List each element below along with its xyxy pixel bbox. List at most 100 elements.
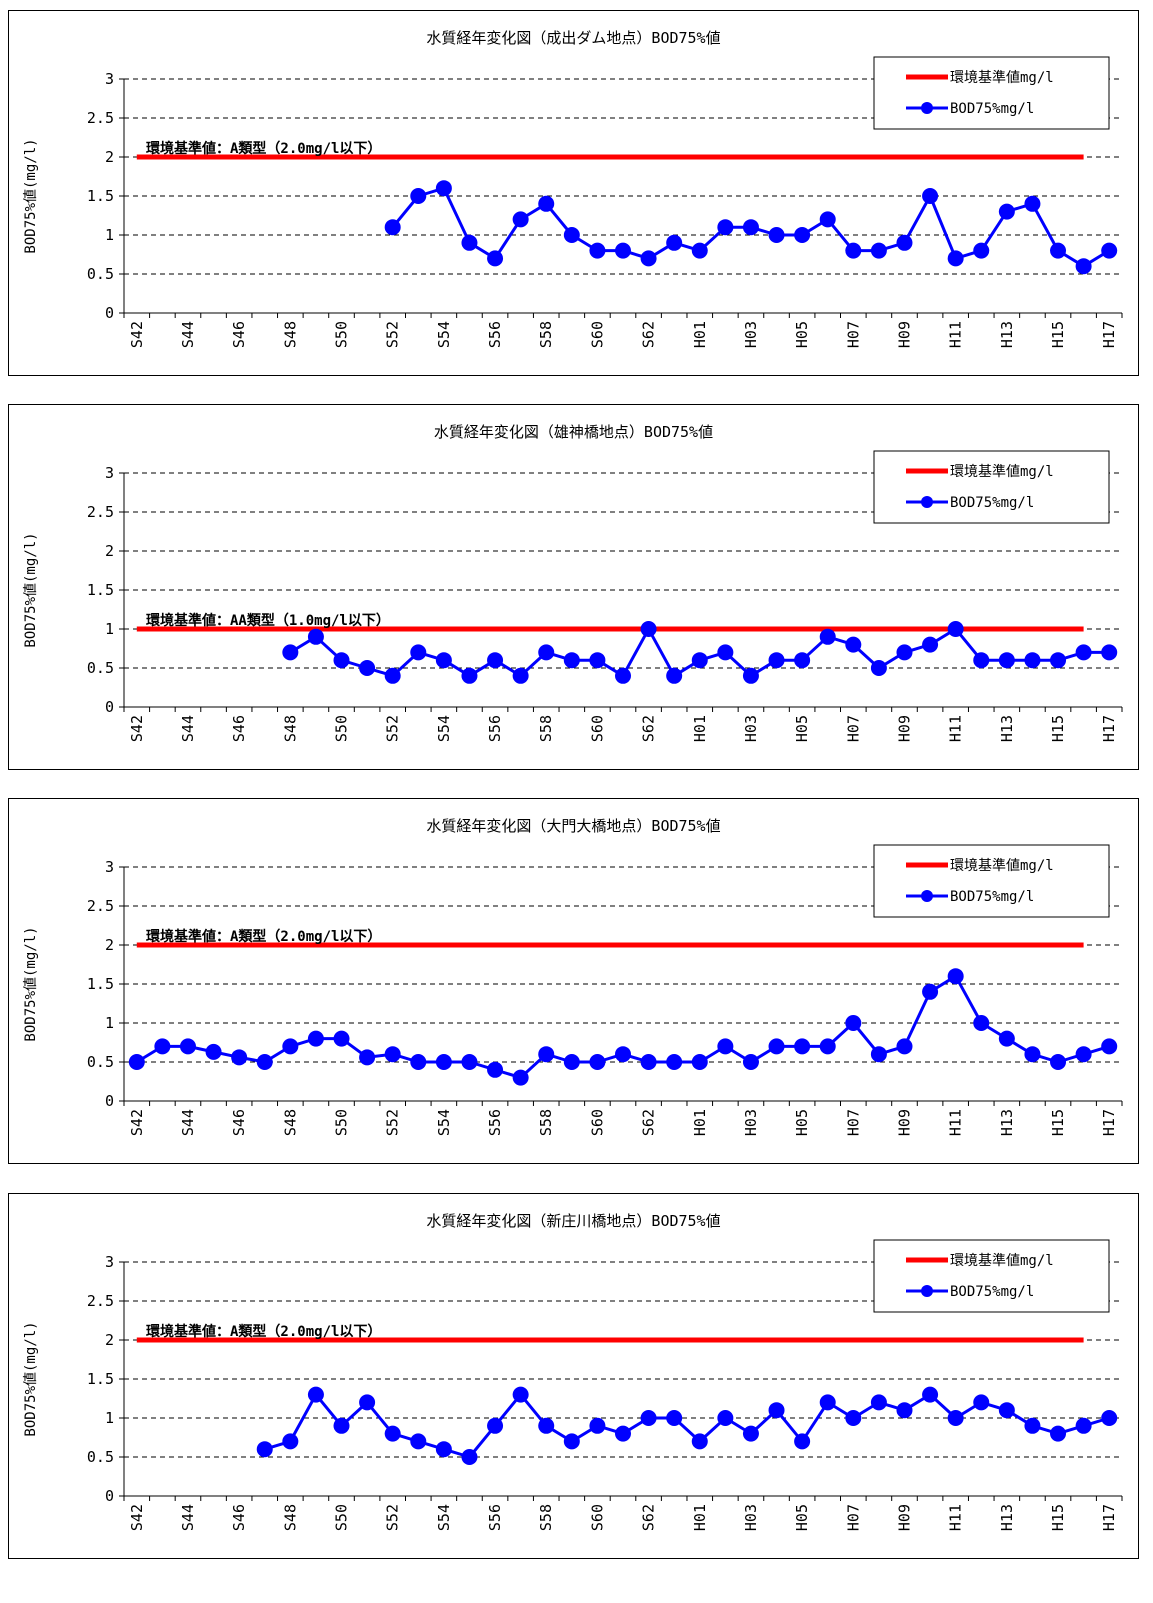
data-point — [435, 1441, 452, 1458]
data-point — [1050, 242, 1067, 259]
x-tick-label: H15 — [1049, 1504, 1067, 1531]
x-tick-label: S42 — [128, 321, 146, 348]
data-point — [359, 1049, 376, 1066]
y-tick-label: 2 — [105, 1331, 114, 1349]
x-tick-label: S46 — [230, 1109, 248, 1136]
data-point — [512, 211, 529, 228]
x-tick-label: H11 — [947, 1504, 965, 1531]
bod-series — [282, 621, 1118, 684]
y-tick-label: 2 — [105, 148, 114, 166]
data-point — [589, 1054, 606, 1070]
y-tick-label: 1 — [105, 1409, 114, 1427]
x-tick-label: S46 — [230, 715, 248, 742]
x-tick-label: H13 — [998, 715, 1016, 742]
x-tick-label: H11 — [947, 715, 965, 742]
data-point — [461, 667, 478, 684]
data-point — [307, 1030, 324, 1047]
x-tick-label: H17 — [1100, 321, 1118, 348]
data-point — [307, 1386, 324, 1403]
data-point — [1075, 1417, 1092, 1434]
data-point — [307, 628, 324, 645]
data-point — [768, 1402, 785, 1419]
y-tick-label: 0.5 — [87, 1448, 114, 1466]
data-point — [538, 195, 555, 212]
data-point — [870, 660, 887, 676]
data-point — [819, 1038, 836, 1055]
data-point — [256, 1054, 273, 1070]
x-tick-label: H09 — [895, 1504, 913, 1531]
y-tick-label: 2 — [105, 936, 114, 954]
data-point — [512, 1386, 529, 1403]
x-tick-label: S62 — [640, 715, 658, 742]
data-point — [487, 652, 504, 669]
chart-title: 水質経年変化図（新庄川橋地点）BOD75%値 — [426, 1212, 720, 1230]
data-point — [845, 1410, 862, 1426]
data-point — [845, 242, 862, 259]
data-point — [1024, 1417, 1041, 1434]
x-tick-label: H07 — [844, 321, 862, 348]
data-point — [845, 636, 862, 653]
data-point — [179, 1038, 196, 1055]
x-tick-label: H03 — [742, 1109, 760, 1136]
x-tick-label: H15 — [1049, 321, 1067, 348]
y-tick-label: 3 — [105, 70, 114, 88]
y-tick-label: 1.5 — [87, 581, 114, 599]
data-point — [563, 1054, 580, 1070]
x-tick-label: H09 — [895, 715, 913, 742]
data-point — [589, 242, 606, 259]
data-point — [1050, 1054, 1067, 1070]
y-axis-label: BOD75%値(mg/l) — [23, 926, 39, 1041]
data-point — [282, 1038, 299, 1055]
x-tick-label: S50 — [333, 715, 351, 742]
x-tick-label: H05 — [793, 321, 811, 348]
y-tick-label: 2.5 — [87, 1292, 114, 1310]
data-point — [896, 1038, 913, 1055]
y-axis-label: BOD75%値(mg/l) — [23, 1321, 39, 1436]
data-point — [1050, 652, 1067, 669]
x-tick-label: S48 — [281, 1109, 299, 1136]
x-tick-label: H17 — [1100, 1109, 1118, 1136]
y-axis-label: BOD75%値(mg/l) — [23, 138, 39, 253]
data-point — [922, 636, 939, 653]
chart-svg: 水質経年変化図（雄神橋地点）BOD75%値 0 0.5 1 1.5 2 2.5 3 S42 S44… — [23, 423, 1123, 742]
data-point — [435, 1054, 452, 1070]
data-point — [768, 652, 785, 669]
data-point — [1101, 1038, 1118, 1055]
data-point — [333, 1417, 350, 1434]
y-tick-label: 0 — [105, 698, 114, 716]
chart-title: 水質経年変化図（成出ダム地点）BOD75%値 — [426, 29, 720, 47]
bod-series — [256, 1386, 1118, 1465]
chart-title: 水質経年変化図（雄神橋地点）BOD75%値 — [434, 423, 713, 441]
data-point — [973, 242, 990, 259]
legend-label: 環境基準値mg/l — [950, 1252, 1054, 1269]
data-point — [512, 667, 529, 684]
x-tick-label: H13 — [998, 1504, 1016, 1531]
x-tick-label: S54 — [435, 1504, 453, 1531]
x-tick-label: H05 — [793, 715, 811, 742]
data-point — [256, 1441, 273, 1458]
y-tick-label: 1 — [105, 226, 114, 244]
legend-label: 環境基準値mg/l — [950, 463, 1054, 480]
data-point — [666, 1054, 683, 1070]
data-point — [794, 227, 811, 243]
x-tick-label: S62 — [640, 321, 658, 348]
data-point — [538, 1046, 555, 1063]
x-tick-label: S46 — [230, 321, 248, 348]
data-point — [282, 1433, 299, 1450]
data-point — [615, 1046, 631, 1063]
standard-annotation: 環境基準値：A類型（2.0mg/l以下） — [146, 928, 381, 945]
x-tick-label: H17 — [1100, 1504, 1118, 1531]
data-point — [487, 1061, 504, 1078]
data-point — [1101, 1410, 1118, 1426]
data-point — [563, 227, 580, 243]
y-tick-label: 1 — [105, 1014, 114, 1032]
chart-svg: 水質経年変化図（大門大橋地点）BOD75%値 0 0.5 1 1.5 2 2.5 3 S42 S4… — [23, 817, 1123, 1136]
legend-marker — [921, 890, 933, 902]
data-point — [384, 1046, 401, 1063]
data-point — [1101, 644, 1118, 661]
x-tick-label: S62 — [640, 1109, 658, 1136]
bod-series — [384, 180, 1118, 275]
data-point — [461, 1054, 478, 1070]
y-tick-label: 2.5 — [87, 897, 114, 915]
